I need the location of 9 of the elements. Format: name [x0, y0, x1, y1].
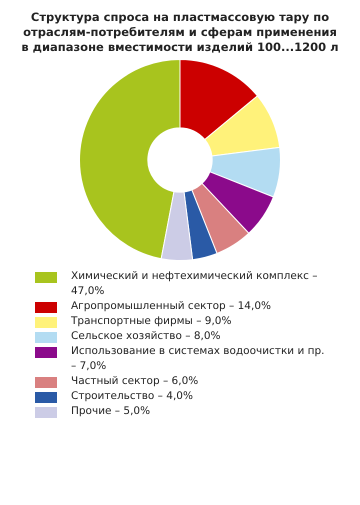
legend-label: Химический и нефтехимический комплекс – 47,0% — [71, 269, 319, 299]
legend-label: Агропромышленный сектор – 14,0% — [71, 299, 272, 314]
legend-label: Использование в системах водоочистки и пр. – 7,0% — [71, 344, 326, 374]
legend-label: Сельское хозяйство – 8,0% — [71, 329, 222, 344]
legend-label: Прочие – 5,0% — [71, 404, 152, 419]
legend-label: Транспортные фирмы – 9,0% — [71, 314, 232, 329]
legend-label: Строительство – 4,0% — [71, 389, 194, 404]
chart-title: Структура спроса на пластмассовую тару по отраслям-потребителям и сферам применения в диапазоне вместимости изделий 100...1200 л — [20, 10, 340, 55]
legend-label: Частный сектор – 6,0% — [71, 374, 200, 389]
